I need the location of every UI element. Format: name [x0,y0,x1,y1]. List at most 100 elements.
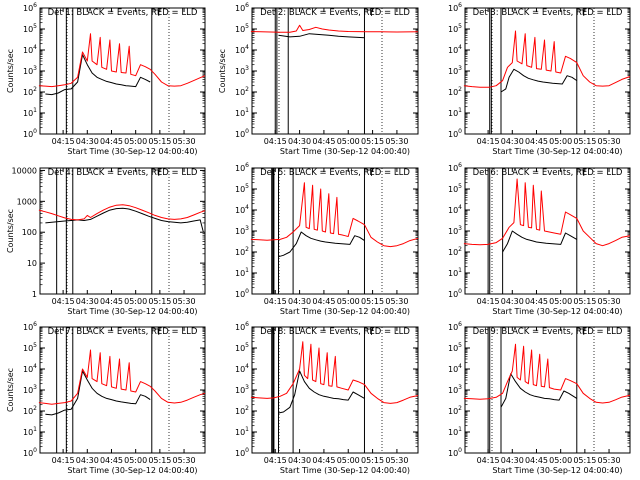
x-tick-label: 05:30 [598,297,621,306]
y-tick-label: 100 [448,128,462,139]
y-axis-label: Counts/sec [6,368,15,412]
y-tick-label: 105 [235,183,249,194]
x-axis-label: Start Time (30-Sep-12 04:00:40) [67,307,197,316]
x-axis-label: Start Time (30-Sep-12 04:00:40) [280,147,410,156]
y-tick-label: 106 [448,321,462,332]
x-tick-label: 04:15 [477,297,500,306]
series-lld-red [38,204,206,221]
panel-det-4: 04:15 04:30 04:45 05:00 05:15 05:30 1 10 100 1000… [6,166,206,316]
series-events-black [45,207,204,233]
y-tick-label: 106 [23,2,37,13]
y-tick-label: 10000 [12,166,37,175]
x-tick-label: 05:00 [337,456,360,465]
y-tick-label: 101 [448,107,462,118]
x-tick-label: 04:15 [52,137,75,146]
x-tick-label: 05:15 [573,297,596,306]
x-tick-label: 04:30 [288,456,311,465]
x-tick-label: 04:30 [288,137,311,146]
x-tick-label: 04:45 [100,456,123,465]
x-tick-label: 04:45 [100,137,123,146]
y-tick-label: 106 [448,162,462,173]
series-events-black [278,33,365,39]
x-axis-label: Start Time (30-Sep-12 04:00:40) [67,147,197,156]
panel-title: Det 5: BLACK = Events, RED = LLD [260,168,410,178]
series-events-black [278,370,365,414]
x-tick-label: 05:30 [385,456,408,465]
y-tick-label: 105 [23,23,37,34]
x-axis-label: Start Time (30-Sep-12 04:00:40) [492,307,622,316]
x-tick-label: 05:00 [124,137,147,146]
series-lld-red [463,30,631,88]
y-tick-label: 104 [448,363,462,374]
x-tick-label: 04:30 [76,297,99,306]
y-tick-label: 1 [32,290,37,299]
series-lld-red [463,343,631,404]
x-tick-label: 05:30 [598,456,621,465]
x-tick-label: 05:15 [148,297,171,306]
x-tick-label: 04:45 [312,456,335,465]
panel-title: Det 9: BLACK = Events, RED = LLD [473,327,623,337]
y-tick-label: 102 [23,405,37,416]
x-tick-label: 05:30 [598,137,621,146]
y-tick-label: 102 [235,246,249,257]
y-tick-label: 105 [448,183,462,194]
panel-title: Det 7: BLACK = Events, RED = LLD [48,327,198,337]
panel-title: Det 1: BLACK = Events, RED = LLD [48,8,198,18]
series-events-black [500,373,578,408]
y-tick-label: 101 [235,107,249,118]
x-axis-label: Start Time (30-Sep-12 04:00:40) [280,466,410,475]
x-tick-label: 05:00 [337,137,360,146]
marker-flag-icon [365,9,372,16]
x-tick-label: 04:30 [501,456,524,465]
y-tick-label: 102 [235,405,249,416]
y-tick-label: 10 [27,259,37,268]
y-tick-label: 102 [448,246,462,257]
x-tick-label: 05:30 [173,456,196,465]
x-tick-label: 04:30 [288,297,311,306]
y-tick-label: 101 [23,107,37,118]
y-tick-label: 101 [23,426,37,437]
marker-flag-icon [152,328,160,335]
y-tick-label: 103 [235,384,249,395]
series-events-black [278,231,365,258]
y-tick-label: 104 [23,44,37,55]
y-tick-label: 103 [448,65,462,76]
x-tick-label: 05:30 [173,137,196,146]
x-tick-label: 04:30 [501,137,524,146]
y-tick-label: 103 [448,384,462,395]
series-lld-red [38,33,206,88]
y-tick-label: 105 [235,342,249,353]
y-tick-label: 100 [23,128,37,139]
panel-title: Det 4: BLACK = Events, RED = LLD [48,168,198,178]
x-tick-label: 05:15 [361,456,384,465]
x-axis-label: Start Time (30-Sep-12 04:00:40) [280,307,410,316]
panel-det-9: 04:15 04:30 04:45 05:00 05:15 05:30 100 101 102 1… [448,321,631,475]
marker-flag-icon [365,169,372,176]
panel-title: Det 6: BLACK = Events, RED = LLD [473,168,623,178]
series-events-black [45,370,151,416]
plot-frame [39,167,206,295]
y-tick-label: 104 [23,363,37,374]
series-events-black [45,54,151,96]
x-axis-label: Start Time (30-Sep-12 04:00:40) [492,466,622,475]
series-events-black [502,230,578,253]
y-tick-label: 100 [22,228,37,237]
x-tick-label: 05:30 [385,137,408,146]
x-tick-label: 04:15 [52,297,75,306]
x-tick-label: 04:15 [264,456,287,465]
y-tick-label: 105 [448,342,462,353]
marker-flag-icon [577,169,585,176]
marker-flag-icon [577,9,585,16]
plot-frame [251,326,419,454]
x-tick-label: 04:15 [264,297,287,306]
x-tick-label: 04:45 [525,297,548,306]
marker-flag-icon [577,328,585,335]
panel-det-7: 04:15 04:30 04:45 05:00 05:15 05:30 100 101 102 1… [6,321,206,475]
y-axis-label: Counts/sec [6,209,15,253]
x-tick-label: 04:30 [76,137,99,146]
y-tick-label: 102 [23,86,37,97]
y-tick-label: 102 [448,405,462,416]
panel-det-2: 04:15 04:30 04:45 05:00 05:15 05:30 100 101 102 1… [218,2,419,156]
series-lld-red [250,24,419,33]
